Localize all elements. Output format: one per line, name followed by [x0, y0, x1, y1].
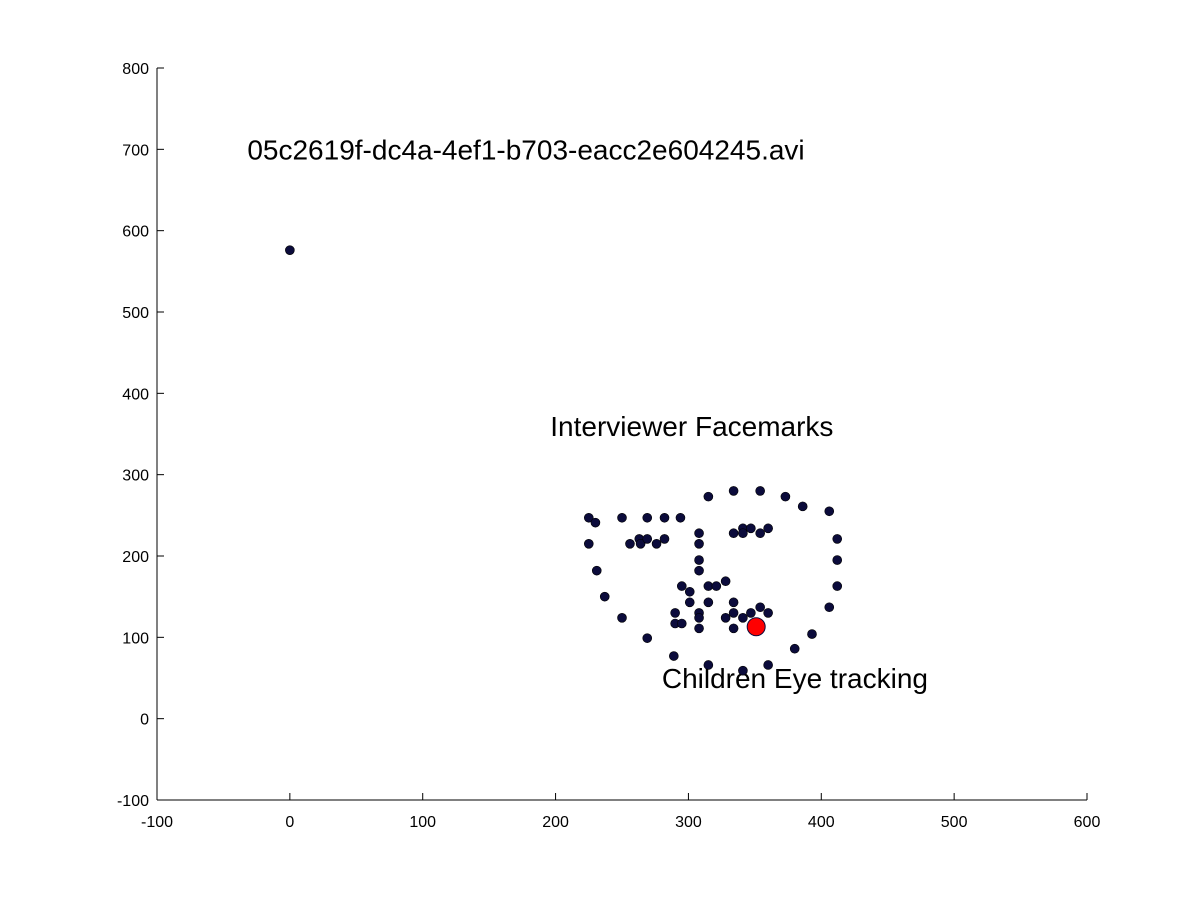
facemark-point: [659, 512, 670, 523]
facemark-point: [763, 608, 773, 618]
facemark-point: [583, 538, 594, 549]
facemark-point: [703, 491, 714, 502]
facemark-point: [676, 581, 687, 591]
facemark-point: [694, 623, 704, 634]
x-tick-label: 200: [542, 814, 569, 831]
facemark-point: [824, 506, 835, 517]
y-tick-label: 100: [122, 630, 149, 647]
x-tick-label: 300: [675, 814, 702, 831]
facemark-point: [738, 613, 748, 623]
annotation-label: Interviewer Facemarks: [550, 411, 833, 442]
facemark-point: [675, 512, 686, 523]
facemark-point: [694, 565, 704, 576]
y-tick-label: 300: [122, 468, 149, 485]
facemark-point: [711, 581, 722, 591]
facemark-point: [703, 581, 714, 591]
facemark-point: [728, 528, 739, 539]
annotation-label: 05c2619f-dc4a-4ef1-b703-eacc2e604245.avi: [247, 134, 804, 165]
facemark-point: [728, 486, 739, 496]
facemark-point: [755, 486, 765, 496]
facemark-point: [746, 523, 756, 534]
x-tick-label: -100: [141, 814, 173, 831]
x-tick-label: 500: [941, 814, 968, 831]
facemark-point: [694, 528, 704, 539]
facemark-point: [285, 245, 295, 255]
annotation-label: Children Eye tracking: [662, 663, 928, 694]
facemark-point: [591, 565, 602, 576]
facemark-point: [728, 623, 739, 634]
x-tick-label: 0: [285, 814, 294, 831]
facemark-point: [832, 534, 843, 544]
facemark-point: [746, 608, 756, 618]
facemark-point: [583, 512, 594, 523]
y-tick-label: 400: [122, 386, 149, 403]
y-tick-label: 600: [122, 224, 149, 241]
facemark-point: [755, 602, 765, 613]
facemark-point: [720, 576, 731, 587]
facemark-point: [720, 613, 731, 623]
facemark-point: [694, 555, 704, 565]
facemark-point: [703, 597, 714, 608]
y-tick-label: 500: [122, 305, 149, 322]
facemark-point: [669, 651, 679, 661]
data-points: [285, 245, 843, 676]
facemark-point: [684, 597, 695, 608]
facemark-point: [642, 633, 653, 643]
x-tick-label: 600: [1074, 814, 1101, 831]
facemark-point: [728, 608, 739, 618]
facemark-point: [797, 501, 808, 512]
y-tick-label: 0: [140, 712, 149, 729]
facemark-point: [599, 591, 610, 602]
facemark-point: [659, 534, 670, 544]
y-tick-label: 800: [122, 61, 149, 78]
facemark-point: [617, 512, 627, 523]
facemark-point: [728, 597, 739, 608]
facemark-point: [832, 555, 843, 565]
x-tick-label: 100: [409, 814, 436, 831]
eye-tracking-point: [746, 617, 766, 637]
facemark-point: [625, 538, 635, 549]
facemark-point: [642, 512, 653, 523]
facemark-point: [694, 613, 704, 623]
facemark-point: [590, 517, 601, 528]
facemark-point: [832, 581, 843, 591]
facemark-point: [807, 629, 817, 639]
y-tick-label: 200: [122, 549, 149, 566]
facemark-point: [676, 618, 687, 629]
y-tick-label: 700: [122, 142, 149, 159]
y-tick-label: -100: [117, 793, 149, 810]
facemark-point: [651, 538, 662, 549]
facemark-point: [789, 643, 800, 654]
facemark-point: [684, 586, 695, 597]
facemark-point: [763, 523, 773, 534]
facemark-point: [642, 534, 653, 544]
x-tick-label: 400: [808, 814, 835, 831]
facemark-point: [738, 665, 748, 676]
facemark-point: [635, 538, 646, 549]
facemark-point: [763, 660, 773, 670]
axes: -100 0 100 200 300 400 500 600 -100 0 100 200 300 400…: [117, 61, 1100, 831]
facemark-point: [755, 528, 765, 539]
facemark-point: [670, 608, 680, 618]
facemark-point: [617, 613, 627, 623]
facemark-point: [780, 491, 791, 502]
facemark-point: [824, 602, 835, 613]
facemark-point: [703, 660, 714, 670]
facemark-point: [738, 528, 748, 539]
facemark-point: [694, 538, 704, 549]
